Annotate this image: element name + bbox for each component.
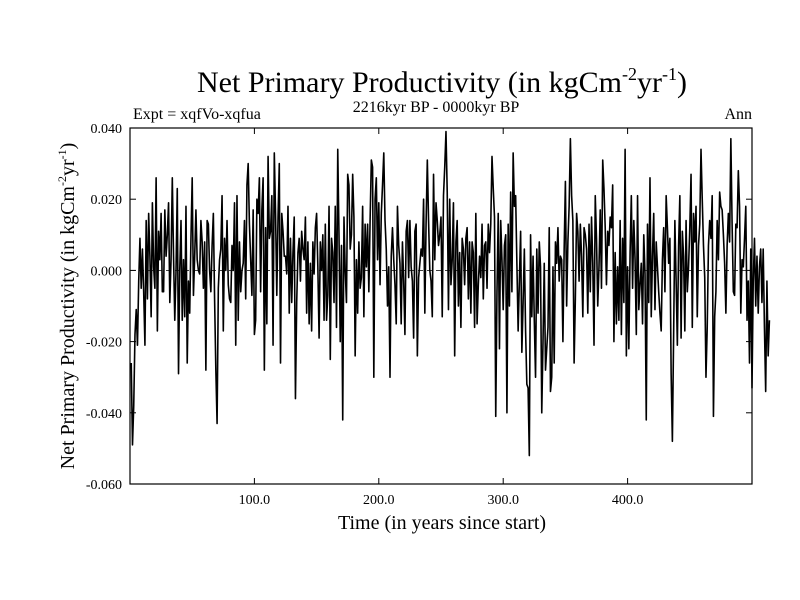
x-axis-ticks: 100.0 200.0 300.0 400.0	[239, 128, 644, 508]
y-axis-label-sup2: -1	[55, 149, 69, 159]
y-tick-label: 0.020	[91, 193, 123, 208]
y-axis-label: Net Primary Productivity (in kgCm-2yr-1)	[55, 143, 79, 470]
chart-title-sup1: -2	[622, 64, 637, 84]
x-tick-label: 100.0	[239, 493, 271, 508]
y-tick-label: -0.040	[86, 407, 122, 422]
chart-title-end: )	[677, 66, 687, 99]
subtitle-center: 2216kyr BP - 0000kyr BP	[353, 99, 520, 116]
y-axis-label-end: )	[57, 143, 79, 150]
subtitle-left: Expt = xqfVo-xqfua	[133, 106, 261, 123]
x-tick-label: 200.0	[363, 493, 395, 508]
y-axis-label-main: Net Primary Productivity (in kgCm	[57, 186, 79, 470]
y-axis-ticks: -0.060 -0.040 -0.020 0.000 0.020 0.040	[86, 122, 752, 493]
y-tick-label: -0.060	[86, 478, 122, 493]
series-line	[130, 130, 771, 457]
subtitle-right: Ann	[724, 106, 752, 123]
y-tick-label: 0.040	[91, 122, 123, 137]
x-tick-label: 400.0	[612, 493, 644, 508]
chart-title-mid: yr	[637, 66, 662, 99]
y-axis-label-sup1: -2	[55, 176, 69, 186]
x-tick-label: 300.0	[487, 493, 519, 508]
y-tick-label: -0.020	[86, 336, 122, 351]
y-tick-label: 0.000	[91, 264, 123, 279]
x-axis-label: Time (in years since start)	[338, 512, 546, 534]
chart-title-sup2: -1	[662, 64, 677, 84]
chart-title: Net Primary Productivity (in kgCm-2yr-1)	[197, 64, 687, 99]
chart-title-main: Net Primary Productivity (in kgCm	[197, 66, 622, 99]
y-axis-label-mid: yr	[57, 159, 79, 176]
